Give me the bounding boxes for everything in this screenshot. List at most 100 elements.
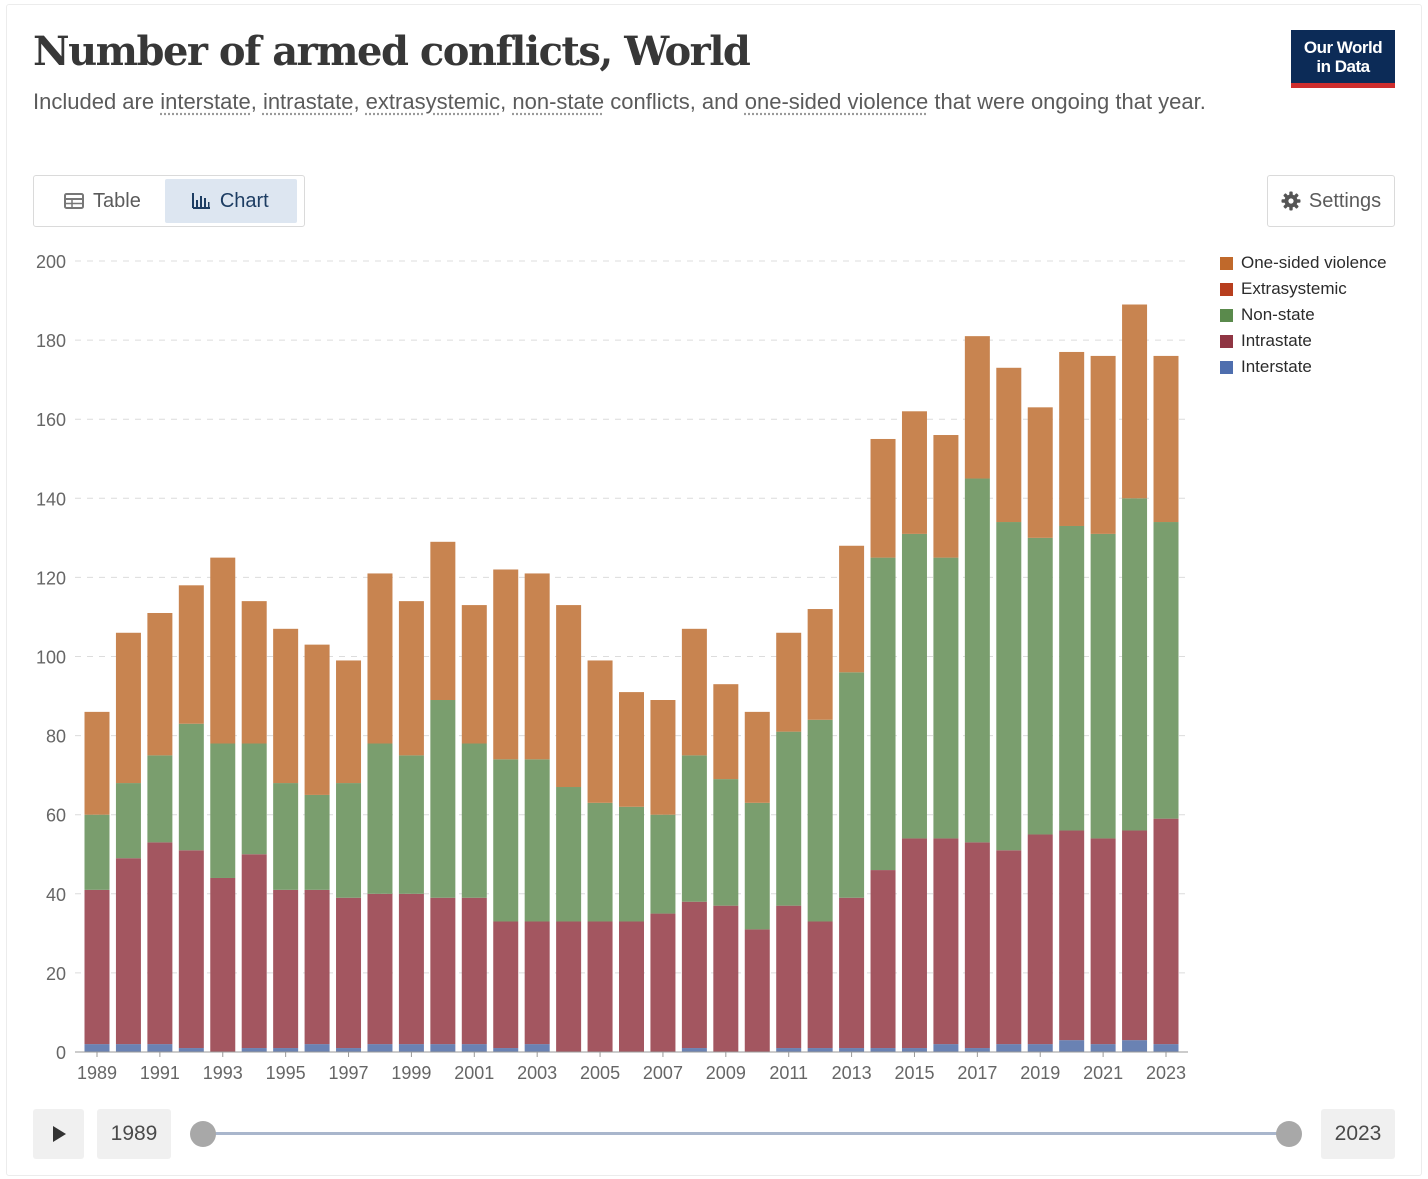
bar-intrastate (178, 850, 204, 1049)
term-intrastate[interactable]: intrastate (262, 89, 354, 114)
legend-item-interstate[interactable]: Interstate (1220, 354, 1387, 380)
view-tabs: Table Chart (33, 175, 305, 227)
timeline-end-year[interactable]: 2023 (1321, 1109, 1395, 1159)
bar-one-sided-violence (178, 585, 204, 724)
tab-chart[interactable]: Chart (164, 179, 297, 223)
bar-one-sided-violence (398, 601, 424, 756)
x-tick-label: 2011 (769, 1063, 808, 1083)
owid-logo[interactable]: Our World in Data (1291, 30, 1395, 88)
timeline-track[interactable] (203, 1132, 1289, 1135)
table-icon (64, 193, 84, 209)
bar-one-sided-violence (147, 612, 173, 756)
bar-non-state (1090, 533, 1116, 839)
legend-item-intrastate[interactable]: Intrastate (1220, 328, 1387, 354)
bar-non-state (178, 723, 204, 851)
legend-label: Intrastate (1241, 331, 1312, 350)
bar-interstate (115, 1044, 141, 1052)
bar-one-sided-violence (336, 660, 362, 784)
bar-intrastate (901, 838, 927, 1049)
timeline-start-year[interactable]: 1989 (97, 1109, 171, 1159)
bar-interstate (807, 1048, 833, 1052)
x-tick-label: 2023 (1146, 1063, 1186, 1083)
x-tick-label: 2019 (1020, 1063, 1060, 1083)
y-tick-label: 60 (46, 806, 66, 826)
bar-intrastate (933, 838, 959, 1045)
legend-item-non-state[interactable]: Non-state (1220, 302, 1387, 328)
bar-intrastate (807, 921, 833, 1049)
bar-interstate (493, 1048, 519, 1052)
bar-one-sided-violence (619, 692, 644, 807)
stacked-bar-chart: 0 20 40 60 80 100 120 140 160 180 200 1989 1991 1993 1… (36, 252, 1188, 1083)
legend-item-extrasystemic[interactable]: Extrasystemic (1220, 276, 1387, 302)
chart-card (6, 4, 1422, 1176)
subtitle-text: conflicts, and (604, 89, 745, 114)
bar-interstate (901, 1048, 927, 1052)
bar-intrastate (273, 889, 299, 1049)
bar-non-state (619, 806, 644, 922)
tab-table-label: Table (93, 189, 141, 212)
legend-label: Non-state (1241, 305, 1315, 324)
y-tick-label: 80 (46, 727, 66, 747)
x-tick-label: 2007 (643, 1063, 683, 1083)
tab-table[interactable]: Table (37, 179, 161, 223)
legend-label: Interstate (1241, 357, 1312, 376)
bar-intrastate (650, 913, 676, 1052)
bar-one-sided-violence (1090, 355, 1116, 534)
y-tick-label: 200 (36, 252, 66, 272)
bar-one-sided-violence (650, 700, 676, 815)
timeline-end-handle[interactable] (1276, 1121, 1302, 1147)
bar-intrastate (619, 921, 644, 1052)
bar-one-sided-violence (241, 601, 267, 744)
bar-non-state (336, 783, 362, 898)
timeline-start-handle[interactable] (190, 1121, 216, 1147)
bar-intrastate (147, 842, 173, 1045)
bar-non-state (650, 814, 676, 914)
bar-intrastate (1027, 834, 1053, 1045)
y-tick-label: 160 (36, 410, 66, 430)
bar-interstate (241, 1048, 267, 1052)
bar-non-state (744, 802, 770, 930)
bar-one-sided-violence (493, 569, 519, 760)
bar-non-state (1027, 537, 1053, 835)
bar-one-sided-violence (304, 644, 330, 795)
term-interstate[interactable]: interstate (160, 89, 251, 114)
bar-interstate (1027, 1044, 1053, 1052)
bar-intrastate (304, 889, 330, 1045)
bar-one-sided-violence (430, 541, 456, 701)
bar-non-state (1122, 498, 1148, 831)
x-tick-label: 2001 (454, 1063, 494, 1083)
bar-interstate (524, 1044, 550, 1052)
bar-non-state (776, 731, 802, 906)
bar-one-sided-violence (996, 367, 1022, 523)
term-non-state[interactable]: non-state (512, 89, 605, 114)
bar-intrastate (430, 897, 456, 1045)
term-one-sided-violence[interactable]: one-sided violence (744, 89, 929, 114)
bar-non-state (304, 794, 330, 890)
legend-item-one-sided-violence[interactable]: One-sided violence (1220, 250, 1387, 276)
bar-intrastate (744, 929, 770, 1052)
term-extrasystemic[interactable]: extrasystemic (365, 89, 501, 114)
bar-non-state (870, 557, 896, 871)
bar-non-state (147, 755, 173, 843)
settings-button[interactable]: Settings (1267, 175, 1395, 227)
bar-intrastate (398, 893, 424, 1045)
play-button[interactable] (33, 1109, 84, 1159)
bar-non-state (273, 783, 299, 890)
bar-one-sided-violence (556, 605, 582, 788)
bar-non-state (367, 743, 393, 894)
bar-one-sided-violence (681, 628, 707, 756)
x-tick-label: 1997 (329, 1063, 369, 1083)
bar-intrastate (556, 921, 582, 1052)
x-tick-label: 1995 (266, 1063, 306, 1083)
bar-interstate (996, 1044, 1022, 1052)
bar-interstate (430, 1044, 456, 1052)
bar-one-sided-violence (1122, 304, 1148, 499)
subtitle-text: , (250, 89, 263, 114)
logo-line-2: in Data (1316, 57, 1370, 76)
bar-non-state (807, 719, 833, 922)
bar-interstate (84, 1044, 110, 1052)
bar-chart-icon (191, 193, 210, 209)
bar-intrastate (870, 870, 896, 1049)
legend-swatch (1220, 282, 1233, 296)
x-tick-label: 1989 (77, 1063, 117, 1083)
